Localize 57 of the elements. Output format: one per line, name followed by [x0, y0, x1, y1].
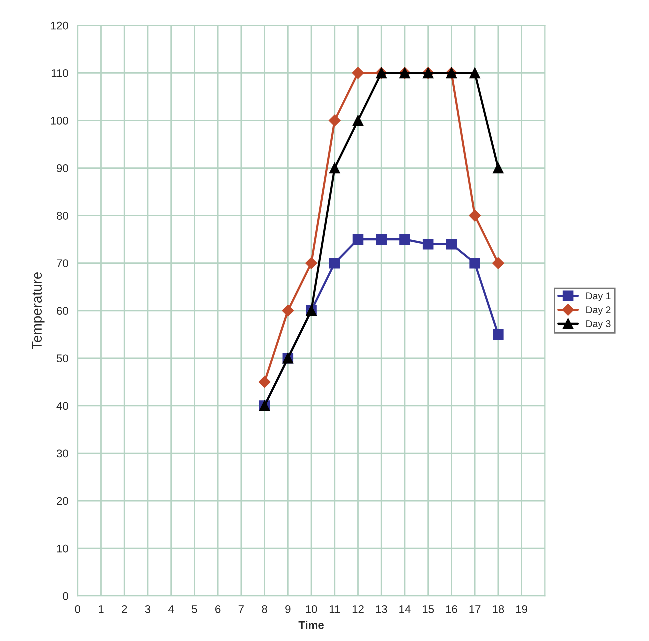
y-tick-label: 20 — [57, 497, 68, 506]
x-tick-label: 2 — [122, 605, 128, 614]
legend-label: Day 2 — [586, 306, 611, 316]
point — [493, 329, 504, 340]
x-tick-label: 10 — [306, 605, 318, 614]
y-tick-label: 10 — [57, 544, 68, 553]
y-tick-label: 80 — [56, 212, 68, 220]
x-tick-label: 17 — [470, 606, 481, 614]
point — [470, 258, 480, 269]
x-tick-label: 6 — [216, 605, 221, 614]
point — [400, 234, 410, 245]
point — [258, 376, 271, 388]
x-tick-label: 4 — [168, 606, 174, 614]
y-tick-label: 40 — [56, 402, 68, 410]
x-tick-label: 8 — [262, 605, 268, 614]
x-tick-label: 3 — [145, 605, 151, 614]
x-tick-label: 13 — [376, 605, 388, 614]
x-tick-label: 11 — [330, 606, 340, 614]
x-tick-label: 0 — [75, 605, 81, 614]
x-tick-label: 15 — [423, 606, 434, 614]
y-tick-label: 0 — [63, 592, 68, 600]
y-tick-label: 90 — [57, 164, 68, 172]
point — [492, 257, 504, 270]
point — [446, 238, 458, 250]
y-axis-title: Temperature — [32, 272, 45, 350]
x-tick-label: 12 — [352, 605, 364, 614]
x-tick-label: 7 — [238, 606, 244, 614]
x-tick-label: 9 — [286, 605, 291, 614]
point — [306, 257, 318, 270]
point — [352, 234, 364, 245]
point — [376, 234, 387, 245]
y-tick-label: 100 — [51, 116, 68, 125]
x-tick-label: 1 — [99, 606, 104, 614]
x-axis-title: Time — [298, 621, 324, 630]
legend-label: Day 3 — [586, 320, 611, 330]
y-tick-label: 50 — [56, 354, 68, 363]
point — [470, 68, 480, 79]
point — [422, 238, 434, 250]
point — [330, 258, 340, 269]
point — [352, 67, 364, 80]
x-tick-label: 5 — [192, 606, 198, 614]
y-tick-label: 30 — [56, 450, 68, 458]
y-tick-label: 120 — [51, 22, 68, 30]
point — [330, 162, 340, 174]
x-tick-label: 19 — [516, 605, 528, 614]
point — [493, 162, 504, 174]
x-tick-label: 18 — [493, 605, 504, 614]
x-tick-label: 16 — [446, 605, 458, 614]
y-tick-label: 110 — [52, 69, 68, 78]
x-tick-label: 14 — [400, 606, 411, 614]
y-tick-label: 70 — [57, 260, 68, 268]
point — [469, 210, 481, 222]
legend-label: Day 1 — [586, 292, 611, 302]
y-tick-label: 60 — [57, 307, 68, 316]
point — [282, 304, 294, 317]
point — [352, 115, 364, 126]
point — [328, 114, 341, 127]
